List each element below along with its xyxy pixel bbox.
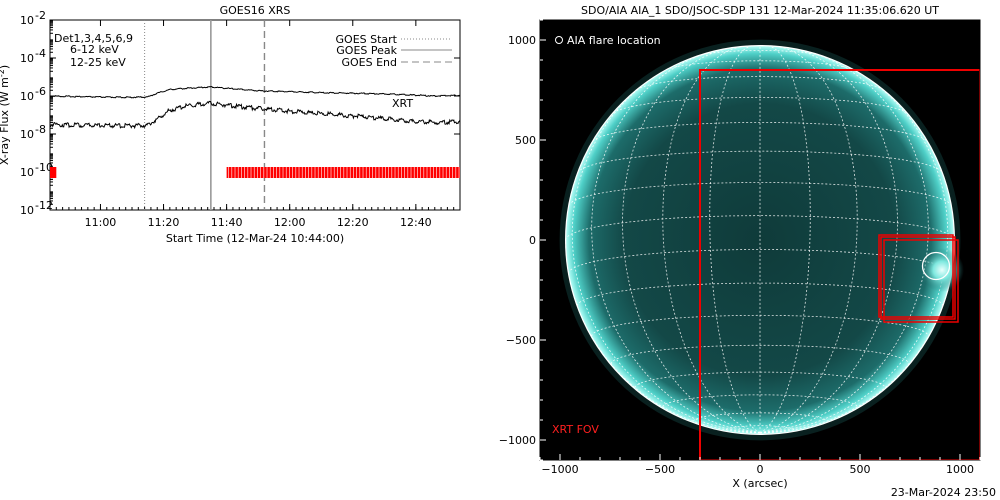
detector-label: Det1,3,4,5,6,9 — [54, 32, 133, 45]
goes-series-short-line — [49, 100, 461, 130]
goes-x-tick-label: 12:40 — [400, 216, 432, 229]
legend-goes-start: GOES Start — [336, 33, 398, 46]
goes-x-tick-label: 11:00 — [85, 216, 117, 229]
aia-image-panel: SDO/AIA AIA_1 SDO/JSOC-SDP 131 12-Mar-20… — [499, 4, 981, 490]
band-6-12-label: 6-12 keV — [70, 43, 119, 56]
grid-line — [571, 64, 761, 434]
goes-y-tick-exponent: -6 — [35, 85, 46, 98]
goes-y-tick-label: 10 — [20, 52, 34, 65]
grid-line — [759, 47, 898, 434]
legend-goes-peak: GOES Peak — [336, 44, 397, 57]
xrt-coverage-bars — [50, 167, 460, 178]
aia-y-tick-label: −1000 — [499, 434, 536, 447]
goes-x-tick-label: 12:00 — [274, 216, 306, 229]
grid-line — [592, 122, 928, 142]
goes-y-tick-label: 10 — [20, 166, 34, 179]
xrt-coverage-bar — [50, 167, 57, 178]
goes-y-tick-exponent: -4 — [35, 47, 46, 60]
heliographic-grid — [564, 45, 955, 435]
goes-y-tick-label: 10 — [20, 14, 34, 27]
aia-x-tick-label: −500 — [645, 463, 675, 476]
goes-plot-frame — [49, 19, 461, 211]
aia-y-tick-label: 0 — [529, 234, 536, 247]
grid-line — [568, 182, 952, 206]
grid-line — [709, 45, 761, 434]
aia-axes: −1000 −500 0 500 1000 −1000 −500 0 500 1000 — [499, 19, 981, 476]
goes-y-tick-exponent: -12 — [35, 199, 53, 212]
goes-y-tick-exponent: -2 — [35, 9, 46, 22]
goes-y-label: X-ray Flux (W m-2) — [0, 65, 11, 165]
xrt-label: XRT — [392, 97, 413, 110]
footer-timestamp: 23-Mar-2024 23:50 — [891, 486, 996, 499]
goes-x-tick-label: 11:20 — [148, 216, 180, 229]
goes-y-tick-label: 10 — [20, 128, 34, 141]
grid-line — [759, 45, 811, 434]
goes-series-long-line — [49, 85, 461, 99]
aia-y-tick-label: 500 — [515, 134, 536, 147]
aia-x-tick-label: 0 — [757, 463, 764, 476]
grid-line — [612, 97, 908, 114]
grid-line — [610, 344, 910, 365]
grid-line — [759, 50, 929, 434]
xrt-coverage-bar — [226, 167, 460, 178]
aia-y-tick-label: −500 — [506, 334, 536, 347]
xrt-fov-label: XRT FOV — [552, 423, 599, 436]
xrt-flare-box — [878, 234, 954, 318]
xrt-flare-box — [883, 239, 959, 323]
xrt-fov-box — [699, 69, 980, 460]
legend-goes-end: GOES End — [341, 56, 397, 69]
aia-x-tick-label: 500 — [850, 463, 871, 476]
xrt-flare-boxes — [878, 234, 959, 323]
grid-line — [622, 47, 761, 434]
goes-event-markers — [144, 20, 266, 210]
grid-line — [576, 282, 944, 307]
aia-flare-location-marker — [921, 251, 951, 281]
aia-title: SDO/AIA AIA_1 SDO/JSOC-SDP 131 12-Mar-20… — [581, 4, 939, 17]
grid-line — [759, 45, 858, 434]
xrt-flare-box — [880, 236, 956, 320]
goes-y-tick-label: 10 — [20, 204, 34, 217]
aia-x-tick-label: −1000 — [541, 463, 578, 476]
goes-y-tick-label: 10 — [20, 90, 34, 103]
aia-y-tick-label: 1000 — [508, 34, 536, 47]
grid-line — [591, 50, 761, 434]
grid-line — [634, 371, 886, 388]
goes-y-tick-exponent: -8 — [35, 123, 46, 136]
aia-x-label: X (arcsec) — [732, 477, 787, 490]
grid-line — [665, 60, 855, 71]
goes-flux-series — [49, 85, 461, 130]
goes-x-tick-label: 11:40 — [211, 216, 243, 229]
aia-legend-text: AIA flare location — [567, 34, 661, 47]
aia-x-tick-label: 1000 — [946, 463, 974, 476]
goes-x-axis: 11:00 11:20 11:40 12:00 12:20 12:40 — [49, 20, 461, 229]
goes-x-tick-label: 12:20 — [337, 216, 369, 229]
goes-y-tick-exponent: -10 — [35, 161, 53, 174]
goes-x-label: Start Time (12-Mar-24 10:44:00) — [166, 232, 344, 245]
goes-title: GOES16 XRS — [220, 4, 291, 17]
legend-circle-icon — [555, 36, 563, 44]
band-12-25-label: 12-25 keV — [70, 56, 126, 69]
grid-line — [565, 215, 955, 241]
